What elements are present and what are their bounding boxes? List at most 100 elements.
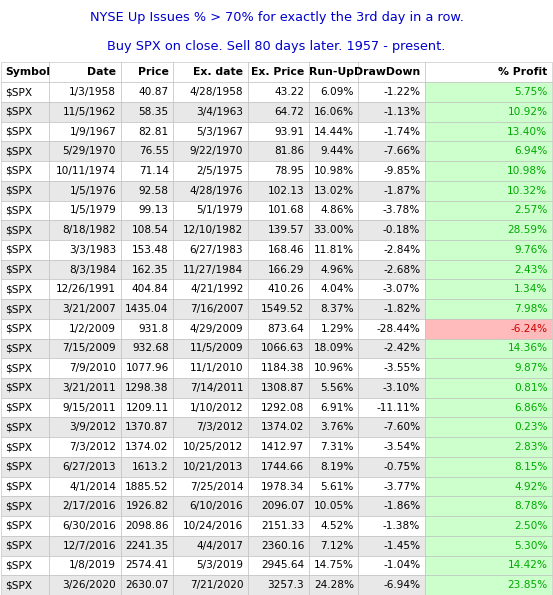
Text: 40.87: 40.87	[139, 87, 169, 97]
Bar	[1, 142, 49, 161]
Bar	[248, 240, 309, 259]
Bar	[1, 496, 49, 516]
Text: 5/1/1979: 5/1/1979	[196, 205, 243, 215]
Bar	[248, 398, 309, 418]
Bar	[1, 181, 49, 201]
Text: $SPX: $SPX	[6, 87, 33, 97]
Bar	[49, 358, 121, 378]
Text: 1549.52: 1549.52	[261, 304, 304, 314]
Bar	[49, 240, 121, 259]
Bar	[248, 280, 309, 299]
Text: $SPX: $SPX	[6, 363, 33, 373]
Text: 1/2/2009: 1/2/2009	[69, 324, 116, 334]
Bar	[121, 516, 173, 536]
Text: 14.42%: 14.42%	[508, 560, 547, 571]
Bar	[425, 142, 552, 161]
Text: 7/9/2010: 7/9/2010	[69, 363, 116, 373]
Text: -7.66%: -7.66%	[383, 146, 420, 156]
Bar	[425, 516, 552, 536]
Bar	[425, 536, 552, 556]
Text: 1926.82: 1926.82	[126, 501, 169, 511]
Bar	[173, 418, 248, 437]
Text: 1.29%: 1.29%	[321, 324, 354, 334]
Text: $SPX: $SPX	[6, 245, 33, 255]
Bar	[121, 299, 173, 319]
Bar	[121, 161, 173, 181]
Text: 33.00%: 33.00%	[314, 225, 354, 235]
Text: 2.43%: 2.43%	[514, 265, 547, 274]
Bar	[248, 418, 309, 437]
Bar	[358, 299, 425, 319]
Bar	[49, 556, 121, 575]
Text: 12/10/1982: 12/10/1982	[183, 225, 243, 235]
Bar	[358, 280, 425, 299]
Text: -3.77%: -3.77%	[383, 481, 420, 491]
Text: $SPX: $SPX	[6, 284, 33, 295]
Bar	[358, 339, 425, 358]
Bar	[49, 259, 121, 280]
Text: 7/16/2007: 7/16/2007	[190, 304, 243, 314]
Bar	[173, 437, 248, 457]
Text: -7.60%: -7.60%	[383, 422, 420, 433]
Bar	[358, 161, 425, 181]
Bar	[121, 62, 173, 82]
Text: 13.40%: 13.40%	[507, 127, 547, 136]
Text: -2.84%: -2.84%	[383, 245, 420, 255]
Text: 1298.38: 1298.38	[125, 383, 169, 393]
Bar	[309, 220, 358, 240]
Text: 18.09%: 18.09%	[314, 343, 354, 353]
Text: 10.96%: 10.96%	[314, 363, 354, 373]
Bar	[248, 62, 309, 82]
Text: 10.98%: 10.98%	[507, 166, 547, 176]
Text: 410.26: 410.26	[268, 284, 304, 295]
Bar	[358, 457, 425, 477]
Bar	[248, 556, 309, 575]
Text: 1374.02: 1374.02	[261, 422, 304, 433]
Bar	[173, 457, 248, 477]
Bar	[425, 437, 552, 457]
Bar	[358, 398, 425, 418]
Bar	[49, 161, 121, 181]
Bar	[49, 437, 121, 457]
Text: 4/29/2009: 4/29/2009	[190, 324, 243, 334]
Text: Run-Up: Run-Up	[309, 67, 354, 77]
Text: $SPX: $SPX	[6, 127, 33, 136]
Bar	[425, 181, 552, 201]
Text: 1744.66: 1744.66	[261, 462, 304, 472]
Bar	[49, 142, 121, 161]
Bar	[358, 358, 425, 378]
Text: 11/5/2009: 11/5/2009	[190, 343, 243, 353]
Bar	[309, 82, 358, 102]
Bar	[173, 220, 248, 240]
Text: 8.19%: 8.19%	[320, 462, 354, 472]
Text: $SPX: $SPX	[6, 383, 33, 393]
Bar	[1, 457, 49, 477]
Text: -3.54%: -3.54%	[383, 442, 420, 452]
Bar	[425, 398, 552, 418]
Bar	[1, 398, 49, 418]
Text: -1.38%: -1.38%	[383, 521, 420, 531]
Bar	[1, 536, 49, 556]
Text: 8.37%: 8.37%	[320, 304, 354, 314]
Bar	[248, 477, 309, 496]
Bar	[309, 496, 358, 516]
Bar	[358, 62, 425, 82]
Bar	[49, 457, 121, 477]
Text: 6/10/2016: 6/10/2016	[190, 501, 243, 511]
Text: 4/28/1958: 4/28/1958	[190, 87, 243, 97]
Bar	[173, 121, 248, 142]
Bar	[358, 418, 425, 437]
Bar	[425, 201, 552, 220]
Bar	[248, 181, 309, 201]
Text: 5.56%: 5.56%	[321, 383, 354, 393]
Bar	[173, 82, 248, 102]
Text: 1.34%: 1.34%	[514, 284, 547, 295]
Bar	[1, 556, 49, 575]
Bar	[121, 121, 173, 142]
Bar	[358, 378, 425, 398]
Bar	[425, 457, 552, 477]
Text: 10.05%: 10.05%	[314, 501, 354, 511]
Text: 64.72: 64.72	[274, 107, 304, 117]
Text: 932.68: 932.68	[132, 343, 169, 353]
Bar	[173, 339, 248, 358]
